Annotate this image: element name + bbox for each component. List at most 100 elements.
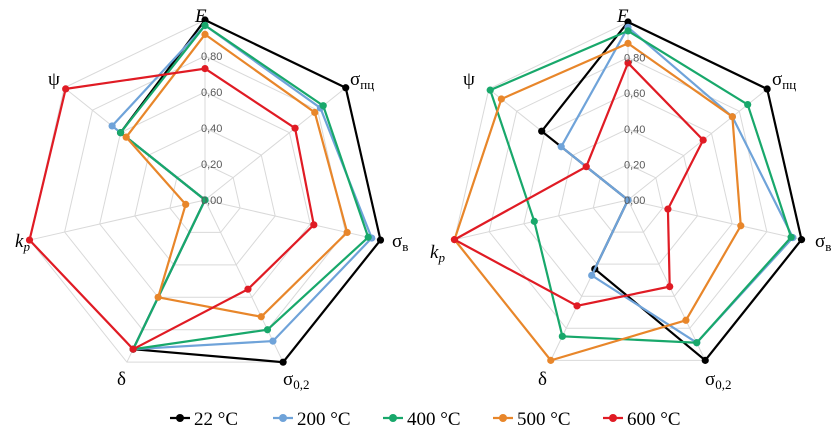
left-series-3-point-1 — [311, 108, 319, 117]
left-series-4-point-3 — [244, 285, 252, 293]
right-axis-label-4: δ — [538, 369, 547, 390]
right-tick-label: 0,80 — [624, 53, 645, 65]
right-series-3-point-6 — [497, 95, 505, 103]
legend-label-0: 22 °C — [194, 409, 238, 430]
left-series-3-line — [124, 32, 349, 318]
right-series-2-point-0 — [624, 27, 632, 35]
left-series-2-point-1 — [319, 102, 327, 110]
right-series-3-line — [453, 42, 742, 362]
left-axis-label-3: σ0,2 — [283, 369, 310, 392]
left-series-2-point-3 — [263, 326, 272, 334]
right-series-4-point-0 — [624, 59, 632, 67]
left-series-4-point-6 — [62, 85, 70, 93]
right-spoke — [627, 199, 802, 241]
left-series-4-point-4 — [129, 345, 137, 353]
right-series-0-point-0 — [624, 18, 632, 26]
left-series-3-point-3 — [257, 313, 265, 321]
left-series-2-point-6 — [116, 129, 125, 137]
right-series-2-point-5 — [530, 217, 538, 225]
legend-swatch-marker-3 — [499, 414, 507, 422]
left-grid-ring — [99, 91, 311, 298]
left-grid-ring — [64, 55, 346, 331]
right-series-0-point-2 — [797, 236, 806, 244]
left-series-3-point-5 — [182, 200, 190, 209]
left-series-1-point-6 — [108, 122, 116, 130]
left-grid-ring — [169, 163, 241, 233]
right-series-3-point-3 — [682, 316, 690, 324]
right-series-4-point-4 — [573, 302, 581, 310]
right-grid-ring — [558, 128, 698, 265]
right-series-0-line — [540, 20, 803, 362]
left-spoke — [204, 199, 284, 363]
right-series-0-point-6 — [538, 127, 546, 135]
left-series-4-line — [28, 67, 315, 351]
right-series-4-line — [452, 60, 705, 308]
left-series-2-point-5 — [201, 196, 209, 204]
left-series-2-point-2 — [364, 233, 372, 241]
legend-label-2: 400 °C — [407, 409, 461, 430]
left-axis-label-1: σпц — [350, 69, 374, 92]
right-axis-label-6: ψ — [463, 69, 475, 90]
right-series-2-point-3 — [693, 339, 701, 347]
legend-swatch-marker-0 — [176, 414, 184, 422]
right-series-0-point-3 — [701, 356, 709, 364]
right-series-4-point-3 — [666, 283, 674, 291]
left-series-3-point-2 — [343, 228, 351, 237]
left-axis-label-0: E — [194, 6, 207, 27]
legend-swatch-marker-4 — [609, 414, 617, 422]
right-spoke — [627, 88, 768, 201]
left-series-3-point-0 — [201, 30, 209, 38]
right-tick-label: 0,20 — [624, 159, 645, 171]
right-series-4-point-2 — [664, 205, 672, 213]
right-series-4-point-5 — [450, 236, 459, 244]
left-series-0-point-2 — [376, 236, 385, 244]
left-series-2-line — [119, 23, 370, 351]
left-spoke — [204, 199, 381, 241]
right-axis-label-5: kp — [430, 242, 445, 265]
right-spoke — [454, 199, 629, 241]
right-series-3-point-1 — [728, 113, 736, 121]
legend-label-4: 600 °C — [627, 409, 681, 430]
left-axis-label-4: δ — [117, 369, 126, 390]
right-series-3-point-2 — [737, 222, 745, 230]
left-tick-label: 0,00 — [201, 195, 222, 207]
left-series-0-point-0 — [201, 16, 209, 24]
right-series-1-point-6 — [557, 143, 565, 151]
right-tick-label: 0,60 — [624, 88, 645, 100]
left-tick-label: 0,80 — [201, 51, 222, 63]
right-axis-label-3: σ0,2 — [705, 369, 732, 392]
right-series-3-point-0 — [624, 39, 632, 47]
left-series-2-point-0 — [201, 21, 209, 29]
left-series-4-point-2 — [310, 221, 318, 229]
left-spoke — [29, 199, 206, 241]
right-spoke — [627, 199, 706, 361]
right-series-1-point-4 — [588, 271, 596, 279]
left-series-4-point-5 — [25, 236, 34, 244]
left-axis-label-6: ψ — [48, 69, 60, 90]
legend-swatch-marker-2 — [389, 414, 397, 422]
left-tick-label: 0,40 — [201, 123, 222, 135]
right-series-3-point-4 — [547, 356, 555, 364]
left-series-0-line — [119, 18, 382, 364]
left-axis-label-5: kp — [15, 231, 30, 254]
legend: 22 °C 200 °C 400 °C 500 °C 600 °C — [170, 409, 681, 430]
right-series-1-point-5 — [624, 196, 632, 204]
right-series-0-point-1 — [763, 85, 771, 93]
left-series-3-point-6 — [122, 133, 130, 141]
right-axis-label-1: σпц — [772, 69, 796, 92]
right-tick-label: 0,00 — [624, 195, 645, 207]
right-series-2-point-4 — [558, 332, 566, 340]
left-series-0-point-1 — [342, 84, 350, 92]
left-series-3-point-4 — [154, 293, 162, 301]
left-grid-ring — [134, 127, 276, 266]
right-grid-ring — [592, 163, 664, 233]
right-series-4-point-1 — [699, 136, 707, 144]
left-axis-label-2: σв — [392, 231, 408, 254]
left-tick-label: 0,20 — [201, 159, 222, 171]
left-series-0-point-3 — [279, 358, 287, 366]
right-series-2-point-1 — [744, 100, 752, 109]
legend-label-1: 200 °C — [297, 409, 351, 430]
